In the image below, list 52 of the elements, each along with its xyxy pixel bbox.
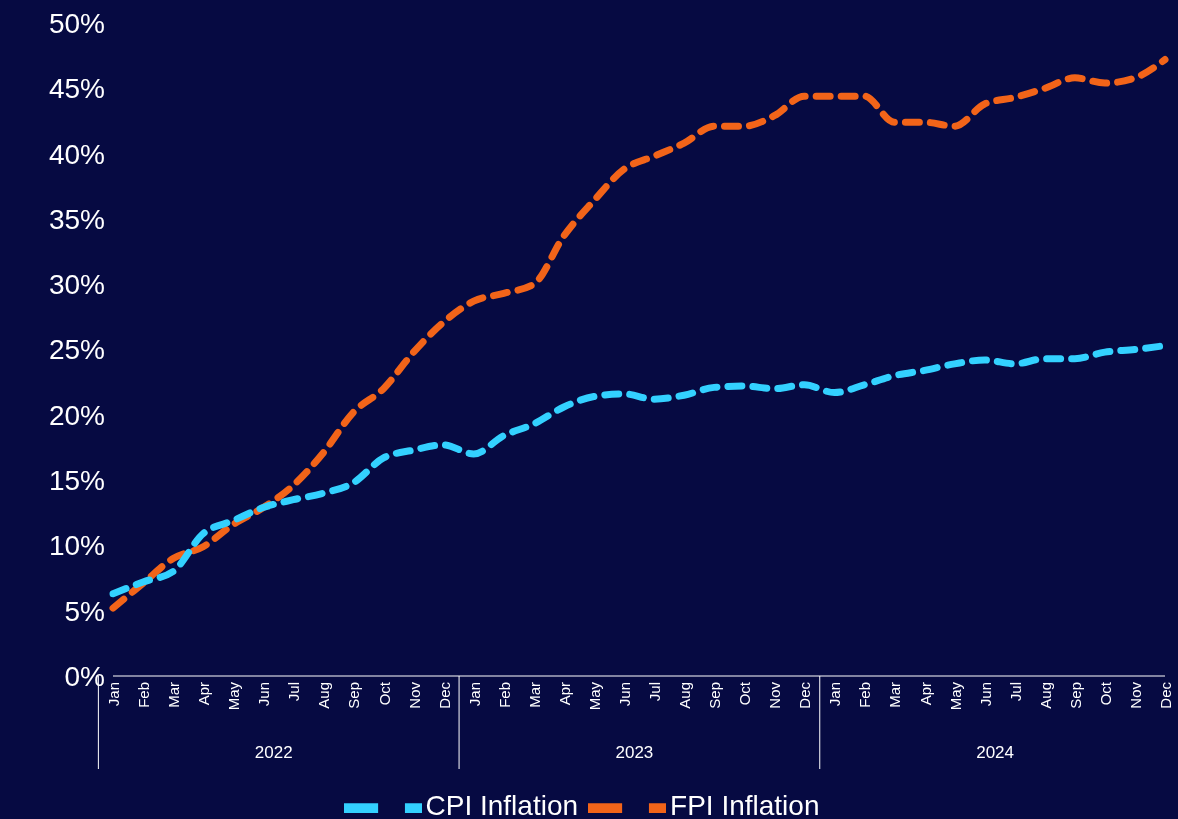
text: 2022 — [254, 743, 293, 762]
x-tick-label: Jul — [646, 682, 664, 702]
x-tick-label: May — [585, 681, 603, 711]
x-tick-label: Apr — [916, 682, 934, 706]
x-tick-label: May — [946, 681, 964, 711]
x-tick-label: Sep — [1066, 682, 1084, 709]
x-tick-label: Feb — [856, 682, 874, 708]
y-tick-label: 20% — [48, 399, 105, 431]
text: 2023 — [615, 743, 654, 762]
x-tick-label: Apr — [555, 682, 573, 706]
x-tick-label: Aug — [1036, 682, 1054, 709]
x-tick-label: Feb — [495, 682, 513, 708]
x-tick-label: Jul — [1006, 682, 1024, 702]
y-tick-label: 25% — [48, 334, 105, 366]
x-tick-label: Mar — [165, 682, 183, 708]
x-tick-label: May — [225, 681, 243, 711]
x-tick-label: Apr — [195, 682, 213, 706]
legend-label: FPI Inflation — [670, 790, 820, 819]
x-tick-label: Jun — [255, 682, 273, 707]
y-tick-label: 5% — [64, 595, 105, 627]
x-tick-label: Aug — [676, 682, 694, 709]
x-tick-label: Dec — [435, 681, 453, 709]
x-tick-label: Jan — [826, 682, 844, 707]
x-tick-label: Jan — [465, 682, 483, 707]
x-tick-label: Oct — [736, 681, 754, 706]
x-tick-label: Dec — [1157, 681, 1174, 709]
x-tick-label: Mar — [886, 682, 904, 708]
x-tick-label: Dec — [796, 681, 814, 709]
y-tick-label: 30% — [48, 269, 105, 301]
x-tick-label: Sep — [706, 682, 724, 709]
x-tick-label: Sep — [345, 682, 363, 709]
x-tick-label: Oct — [1096, 681, 1114, 706]
x-tick-label: Nov — [1126, 681, 1144, 709]
y-tick-label: 50% — [48, 7, 105, 39]
y-tick-label: 10% — [48, 530, 105, 562]
x-tick-label: Jun — [615, 682, 633, 707]
x-tick-label: Mar — [525, 682, 543, 708]
x-tick-label: Jun — [976, 682, 994, 707]
y-tick-label: 35% — [48, 203, 105, 235]
y-tick-label: 0% — [64, 660, 105, 692]
x-tick-label: Oct — [375, 681, 393, 706]
x-tick-label: Feb — [135, 682, 153, 708]
y-tick-label: 40% — [48, 138, 105, 170]
x-tick-label: Jan — [105, 682, 122, 707]
x-tick-label: Jul — [285, 682, 303, 702]
legend-label: CPI Inflation — [425, 790, 579, 819]
y-tick-label: 15% — [48, 465, 105, 497]
x-tick-label: Aug — [315, 682, 333, 709]
x-tick-label: Nov — [405, 681, 423, 709]
y-tick-label: 45% — [48, 73, 105, 105]
x-tick-label: Nov — [766, 681, 784, 709]
text: 2024 — [976, 743, 1015, 762]
